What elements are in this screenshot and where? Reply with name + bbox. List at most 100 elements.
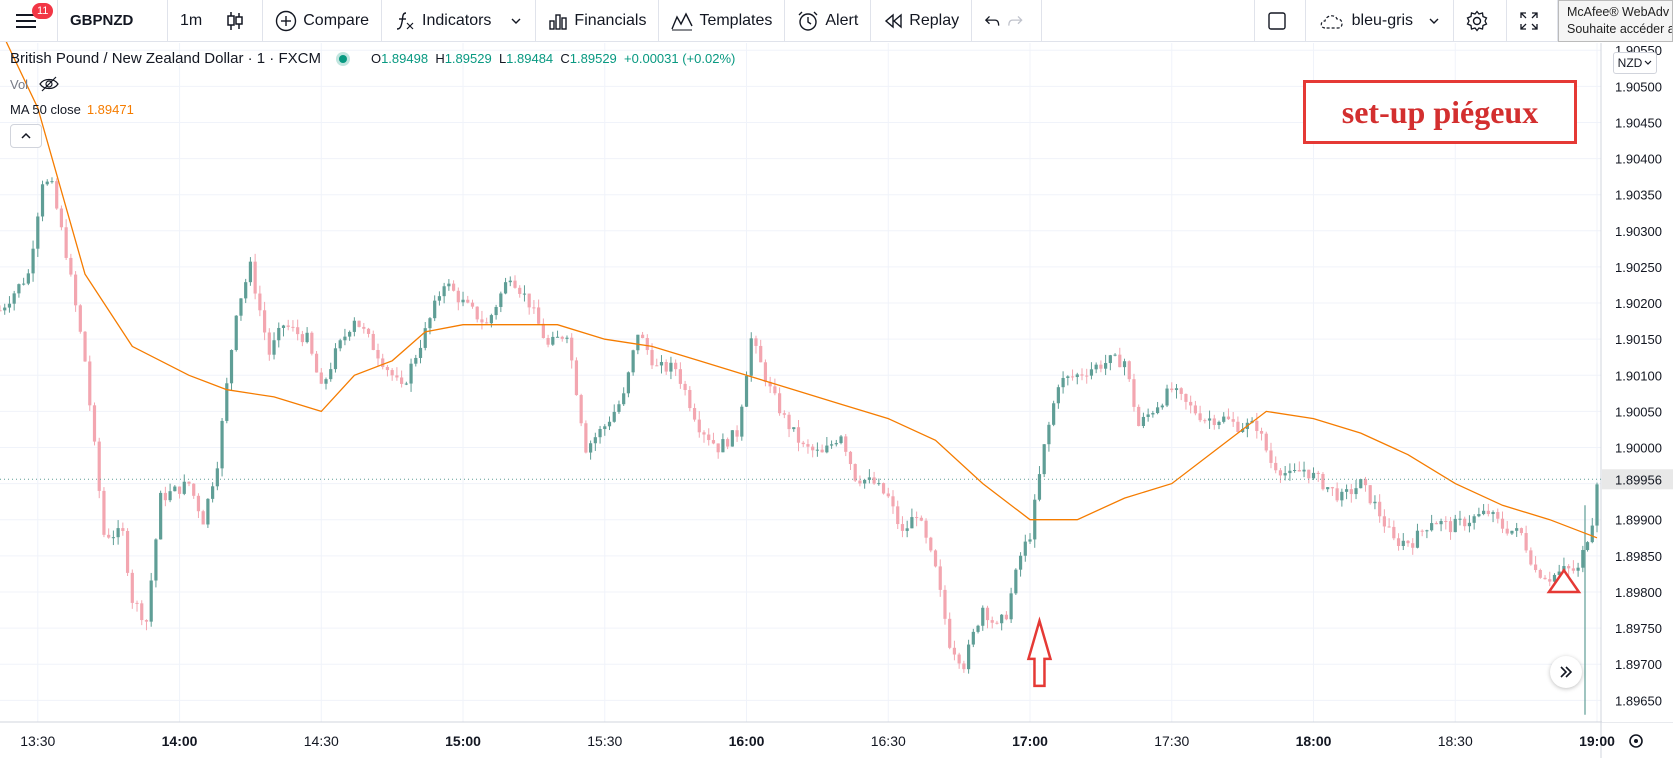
time-tick-label: 17:00 [1012, 733, 1048, 749]
ma-50-line [0, 28, 1598, 539]
time-tick-label: 15:30 [587, 733, 622, 749]
layout-name-label: bleu-gris [1351, 12, 1413, 29]
candle-body [820, 449, 824, 453]
mcafee-line-1: McAfee® WebAdv [1567, 5, 1670, 19]
candle-body [466, 299, 470, 303]
candle-body [1548, 579, 1552, 582]
scroll-to-realtime-button[interactable] [1550, 656, 1582, 688]
candle-body [314, 353, 319, 373]
alert-button[interactable]: Alert [785, 0, 872, 42]
indicators-button[interactable]: Indicators [382, 0, 537, 42]
candle-body [532, 307, 536, 309]
replay-button[interactable]: Replay [871, 0, 973, 42]
compare-button[interactable]: Compare [263, 0, 383, 42]
candle-body [0, 310, 2, 312]
candle-body [140, 603, 144, 621]
red-triangle-marker[interactable] [1546, 568, 1582, 594]
templates-button[interactable]: Templates [659, 0, 786, 42]
candle-body [1316, 472, 1320, 474]
candle-body [915, 517, 919, 519]
candle-body [97, 441, 101, 491]
candle-body [196, 495, 201, 512]
mcafee-popup[interactable]: McAfee® WebAdv Souhaite accéder a [1558, 0, 1673, 42]
candle-body [872, 477, 876, 484]
volume-indicator-legend[interactable]: Vol [10, 76, 60, 92]
candle-body [475, 306, 479, 320]
candle-body [1363, 479, 1368, 486]
candle-body [300, 334, 304, 343]
redo-icon[interactable] [1007, 13, 1024, 29]
eye-hidden-icon[interactable] [38, 76, 60, 92]
candle-body [1415, 530, 1420, 548]
current-price-tag[interactable] [1602, 469, 1673, 490]
select-layout-button[interactable] [1253, 0, 1306, 42]
symbol-full-name[interactable]: British Pound / New Zealand Dollar · 1 ·… [10, 50, 321, 67]
annotation-box[interactable]: set-up piégeux [1303, 80, 1577, 144]
close-value: 1.89529 [569, 51, 617, 66]
axis-settings-gear-icon[interactable] [1629, 734, 1643, 748]
candle-body [825, 445, 829, 453]
undo-icon[interactable] [984, 13, 1001, 29]
candle-body [1302, 469, 1306, 472]
candle-body [470, 302, 475, 307]
price-tick-label: 1.90050 [1615, 404, 1662, 419]
candle-body [674, 362, 678, 370]
currency-button[interactable]: NZD [1613, 52, 1657, 74]
candle-body [1533, 564, 1538, 571]
chart-type-button[interactable] [214, 0, 264, 42]
financials-button[interactable]: Financials [536, 0, 660, 42]
candle-body [12, 293, 16, 304]
market-status-dot[interactable] [338, 54, 347, 63]
candle-body [891, 496, 895, 507]
candle-body [555, 336, 560, 338]
candle-body [1165, 388, 1169, 406]
red-up-arrow-marker[interactable] [1026, 616, 1053, 688]
candle-body [692, 408, 697, 420]
candle-body [1155, 407, 1160, 414]
collapse-legend-button[interactable] [10, 124, 42, 148]
symbol-search-button[interactable]: GBPNZD [58, 0, 168, 42]
chevron-down-icon [1644, 60, 1652, 65]
candle-body [1326, 487, 1330, 490]
time-tick-label: 14:30 [304, 733, 339, 749]
candle-body [418, 347, 423, 358]
candle-body [1585, 542, 1590, 551]
low-label: L [498, 51, 507, 66]
currency-label: NZD [1617, 56, 1643, 70]
layout-name-button[interactable]: bleu-gris [1306, 0, 1454, 42]
fullscreen-button[interactable] [1507, 0, 1558, 42]
candle-body [787, 414, 791, 430]
settings-button[interactable] [1454, 0, 1507, 42]
candle-body [451, 283, 456, 291]
candle-body [1146, 414, 1150, 417]
candle-body [409, 363, 413, 384]
candle-body [1477, 514, 1481, 517]
alarm-clock-icon [798, 11, 818, 31]
interval-button[interactable]: 1m [180, 11, 203, 29]
candle-body [362, 326, 366, 329]
candle-body [1538, 570, 1542, 578]
ma-indicator-legend[interactable]: MA 50 close 1.89471 [10, 102, 134, 117]
candle-body [1510, 530, 1514, 534]
candle-body [395, 375, 399, 378]
price-tick-label: 1.89850 [1615, 549, 1662, 564]
candle-body [853, 464, 857, 481]
candle-body [277, 327, 281, 341]
candle-body [1482, 510, 1486, 515]
candle-body [829, 444, 834, 446]
candle-body [1217, 421, 1221, 426]
candle-body [957, 654, 961, 664]
main-menu-button[interactable]: 11 [0, 0, 58, 42]
candle-body [527, 293, 531, 308]
candle-body [291, 326, 295, 328]
candle-body [1354, 488, 1358, 495]
candle-body [943, 589, 947, 619]
candle-body [187, 481, 191, 484]
candle-body [1160, 405, 1164, 408]
candle-body [338, 340, 342, 349]
candle-body [1222, 416, 1226, 422]
candle-body [182, 481, 186, 494]
candle-body [69, 257, 73, 275]
candle-body [1184, 393, 1188, 402]
